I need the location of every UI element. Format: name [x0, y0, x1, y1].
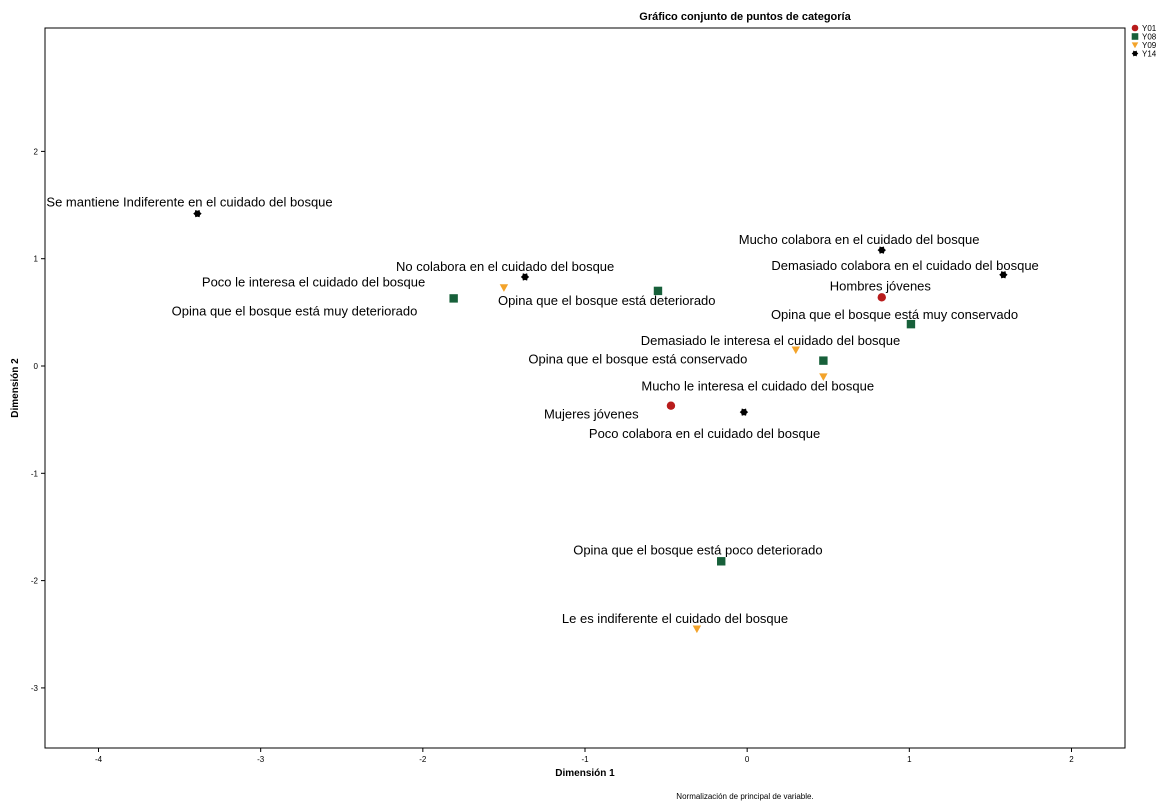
legend-label-y09: Y09: [1142, 41, 1157, 50]
chart-title: Gráfico conjunto de puntos de categoría: [639, 11, 851, 23]
point-label: Poco colabora en el cuidado del bosque: [589, 426, 820, 441]
data-points: [193, 210, 1008, 634]
point-label: Opina que el bosque está muy deteriorado: [172, 303, 418, 318]
y-tick-label: -1: [31, 469, 39, 478]
point-label: Opina que el bosque está conservado: [528, 352, 747, 367]
x-tick-label: 0: [745, 755, 750, 764]
data-point-y09: [499, 284, 509, 292]
data-point-y14: [739, 408, 749, 416]
data-point-y08: [717, 557, 726, 566]
point-label: Opina que el bosque está muy conservado: [771, 307, 1018, 322]
point-label: Mucho colabora en el cuidado del bosque: [739, 232, 980, 247]
data-point-y14: [877, 246, 886, 254]
x-tick-label: -2: [419, 755, 427, 764]
data-point-y08: [906, 319, 916, 329]
point-label: Poco le interesa el cuidado del bosque: [202, 275, 425, 290]
point-label: No colabora en el cuidado del bosque: [396, 259, 614, 274]
data-point-y14: [999, 271, 1008, 279]
point-label: Se mantiene Indiferente en el cuidado de…: [46, 195, 332, 210]
data-point-y09: [819, 373, 828, 381]
axis-ticks: -4 -3 -2 -1 0 1 2 2 1 0 -1 -2 -3: [31, 147, 1074, 764]
legend-marker-y14: [1131, 50, 1139, 57]
y-axis-label: Dimensión 2: [10, 358, 21, 418]
plot-frame: [44, 27, 1126, 749]
data-point-y14: [520, 273, 530, 281]
y-tick-label: 1: [34, 255, 39, 264]
x-tick-label: -4: [95, 755, 103, 764]
data-point-y08: [819, 356, 828, 365]
point-label: Opina que el bosque está deteriorado: [498, 293, 716, 308]
legend-label-y14: Y14: [1142, 50, 1157, 59]
point-label: Hombres jóvenes: [830, 278, 932, 293]
y-tick-label: 2: [34, 147, 39, 156]
footnote: Normalización de principal de variable.: [676, 792, 813, 801]
point-label: Opina que el bosque está poco deteriorad…: [573, 542, 822, 557]
x-tick-label: -3: [257, 755, 265, 764]
x-tick-label: 1: [907, 755, 912, 764]
legend-marker-y09: [1131, 42, 1139, 49]
legend-label-y08: Y08: [1142, 33, 1157, 42]
data-point-y09: [791, 346, 801, 355]
legend-marker-y01: [1131, 24, 1139, 32]
point-label: Demasiado colabora en el cuidado del bos…: [771, 258, 1038, 273]
point-label: Le es indiferente el cuidado del bosque: [562, 611, 788, 626]
data-point-y08: [449, 294, 458, 303]
x-tick-label: -1: [581, 755, 589, 764]
data-point-y08: [653, 286, 663, 296]
y-tick-label: -3: [31, 684, 39, 693]
y-tick-label: 0: [34, 362, 39, 371]
point-label: Demasiado le interesa el cuidado del bos…: [641, 333, 900, 348]
x-tick-label: 2: [1069, 755, 1074, 764]
data-point-y14: [193, 210, 202, 218]
point-label: Mucho le interesa el cuidado del bosque: [641, 379, 874, 394]
data-point-y01: [666, 401, 676, 410]
point-labels: Hombres jóvenes Mujeres jóvenes Opina que …: [46, 195, 1038, 626]
data-point-y01: [877, 293, 886, 302]
x-axis-label: Dimensión 1: [555, 768, 615, 779]
data-point-y09: [692, 625, 702, 634]
point-label: Mujeres jóvenes: [544, 407, 639, 422]
y-tick-label: -2: [31, 577, 39, 586]
legend-marker-y08: [1131, 33, 1139, 40]
legend-label-y01: Y01: [1142, 24, 1157, 33]
